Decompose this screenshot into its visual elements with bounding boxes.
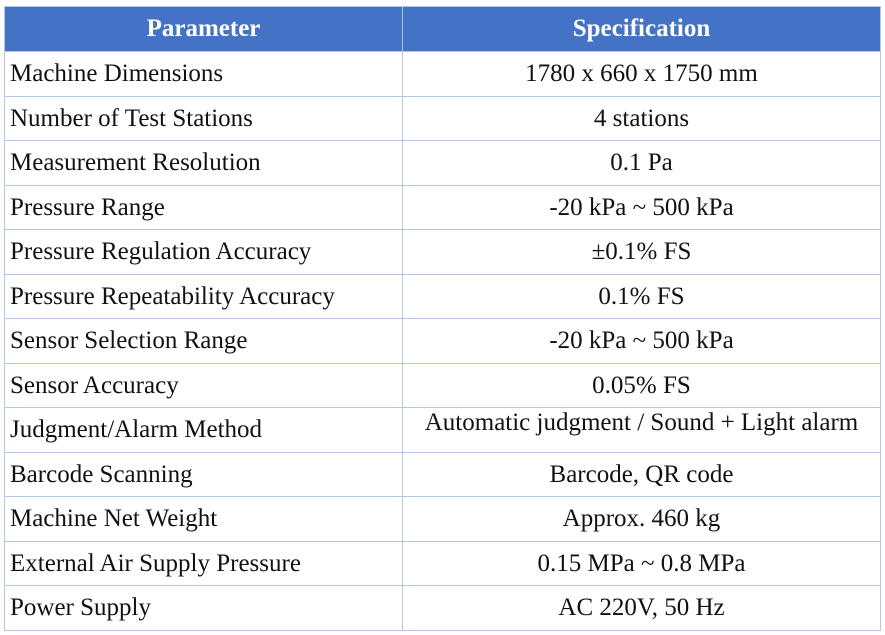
row-specification: Automatic judgment / Sound + Light alarm xyxy=(424,409,859,436)
row-parameter: Number of Test Stations xyxy=(4,95,403,141)
table-header-row: Parameter Specification xyxy=(4,6,881,52)
row-specification: 0.1% FS xyxy=(402,273,881,319)
row-parameter: Barcode Scanning xyxy=(4,451,403,497)
row-specification-cell: Automatic judgment / Sound + Light alarm xyxy=(402,407,881,453)
row-parameter: Machine Dimensions xyxy=(4,51,403,97)
table-row: Judgment/Alarm Method Automatic judgment… xyxy=(4,407,881,453)
row-specification: -20 kPa ~ 500 kPa xyxy=(402,318,881,364)
row-specification: 4 stations xyxy=(402,95,881,141)
row-parameter: Sensor Accuracy xyxy=(4,362,403,408)
specification-table: Parameter Specification Machine Dimensio… xyxy=(4,6,881,631)
row-specification: 0.1 Pa xyxy=(402,140,881,186)
row-parameter: Sensor Selection Range xyxy=(4,318,403,364)
table-row: Sensor Selection Range -20 kPa ~ 500 kPa xyxy=(4,318,881,364)
row-specification: -20 kPa ~ 500 kPa xyxy=(402,184,881,230)
row-specification: 1780 x 660 x 1750 mm xyxy=(402,51,881,97)
table-row: Power Supply AC 220V, 50 Hz xyxy=(4,585,881,631)
row-parameter: Pressure Range xyxy=(4,184,403,230)
table-row: Barcode Scanning Barcode, QR code xyxy=(4,451,881,497)
table-row: Machine Net Weight Approx. 460 kg xyxy=(4,496,881,542)
table-row: Measurement Resolution 0.1 Pa xyxy=(4,140,881,186)
row-parameter: Power Supply xyxy=(4,585,403,631)
row-parameter: Pressure Repeatability Accuracy xyxy=(4,273,403,319)
row-parameter: Judgment/Alarm Method xyxy=(4,407,403,453)
table-row: Sensor Accuracy 0.05% FS xyxy=(4,362,881,408)
row-specification: 0.15 MPa ~ 0.8 MPa xyxy=(402,540,881,586)
row-specification: 0.05% FS xyxy=(402,362,881,408)
table-row: External Air Supply Pressure 0.15 MPa ~ … xyxy=(4,540,881,586)
table-row: Pressure Range -20 kPa ~ 500 kPa xyxy=(4,184,881,230)
row-specification: ±0.1% FS xyxy=(402,229,881,275)
row-specification: AC 220V, 50 Hz xyxy=(402,585,881,631)
table-row: Number of Test Stations 4 stations xyxy=(4,95,881,141)
row-parameter: External Air Supply Pressure xyxy=(4,540,403,586)
row-specification: Approx. 460 kg xyxy=(402,496,881,542)
row-parameter: Machine Net Weight xyxy=(4,496,403,542)
table-row: Machine Dimensions 1780 x 660 x 1750 mm xyxy=(4,51,881,97)
table-row: Pressure Regulation Accuracy ±0.1% FS xyxy=(4,229,881,275)
table-row: Pressure Repeatability Accuracy 0.1% FS xyxy=(4,273,881,319)
row-parameter: Pressure Regulation Accuracy xyxy=(4,229,403,275)
row-parameter: Measurement Resolution xyxy=(4,140,403,186)
header-specification: Specification xyxy=(402,6,881,52)
row-specification: Barcode, QR code xyxy=(402,451,881,497)
header-parameter: Parameter xyxy=(4,6,403,52)
